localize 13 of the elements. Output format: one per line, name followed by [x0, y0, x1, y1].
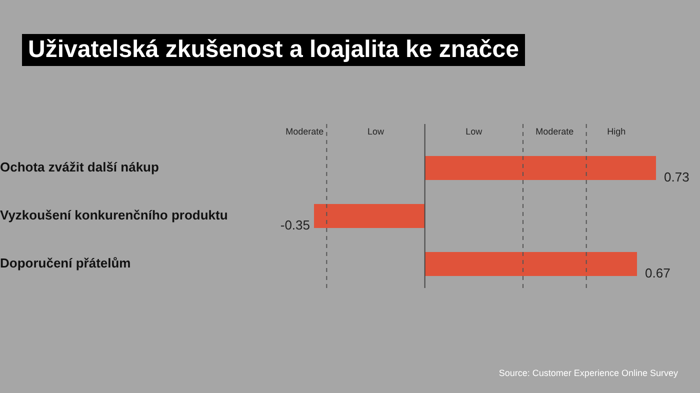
annotation: Low [367, 126, 385, 136]
source-note: Source: Customer Experience Online Survey [498, 368, 678, 378]
annotation: Low [466, 126, 483, 136]
y-tick-label: Vyzkoušení konkurenčního produktu [0, 208, 228, 223]
chart-title: Uživatelská zkušenost a loajalita ke značce [22, 34, 525, 66]
y-tick-label: Ochota zvážit další nákup [0, 160, 159, 175]
y-tick-label: Doporučení přátelům [0, 256, 131, 271]
data-label: 0.73 [664, 170, 690, 185]
annotation: Moderate [286, 126, 324, 136]
annotation: Moderate [536, 126, 574, 136]
data-label: -0.35 [280, 218, 310, 233]
annotation: High [607, 126, 626, 136]
data-label: 0.67 [645, 266, 670, 281]
